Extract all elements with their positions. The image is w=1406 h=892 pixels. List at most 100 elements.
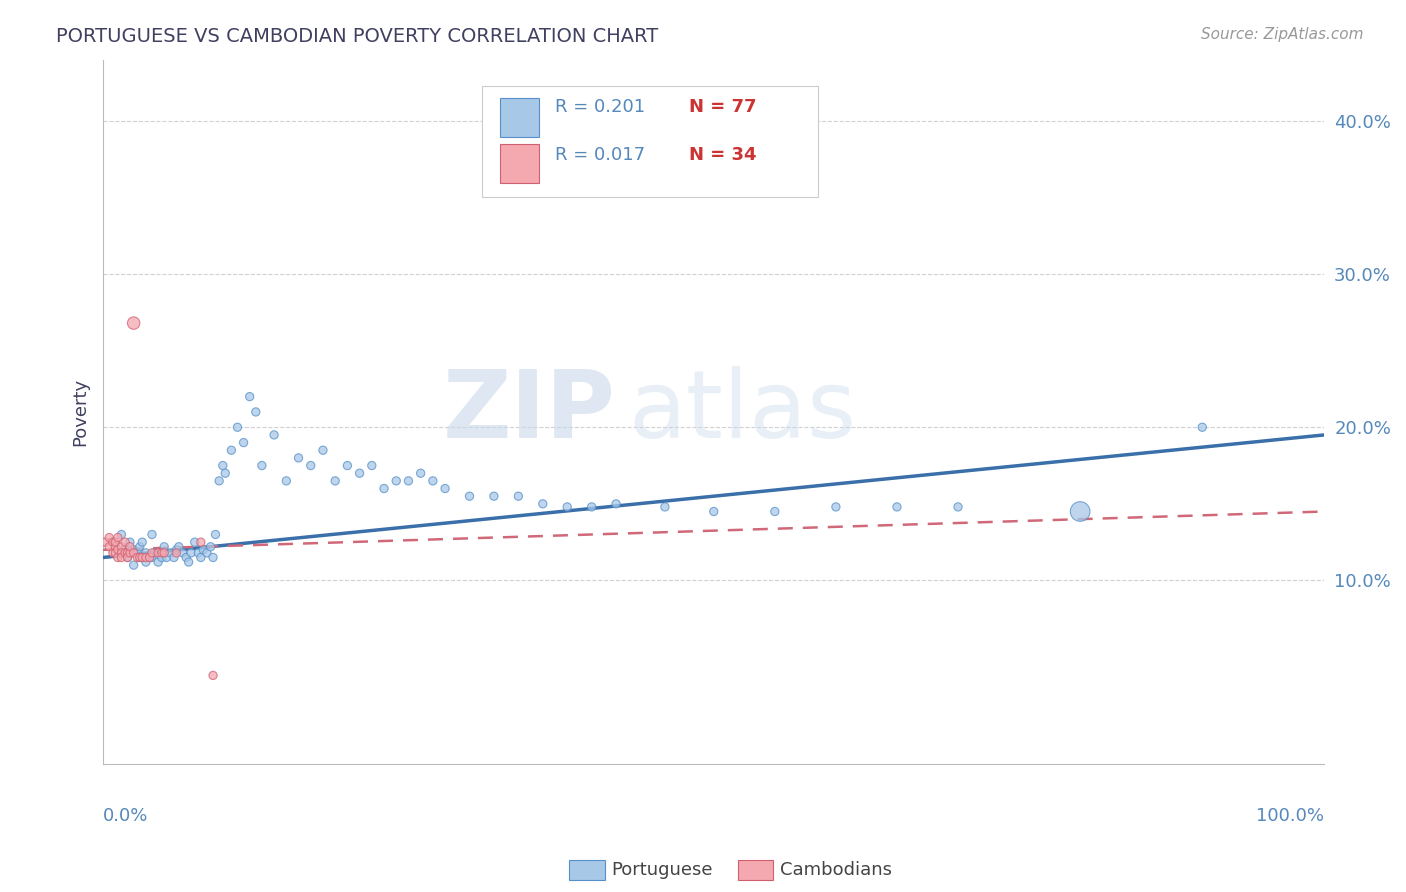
Point xyxy=(110,546,132,560)
Point xyxy=(187,546,209,560)
Point xyxy=(141,546,163,560)
Point xyxy=(360,458,382,473)
Point xyxy=(167,540,190,554)
Point xyxy=(128,550,150,565)
Point xyxy=(118,540,141,554)
Point xyxy=(135,550,157,565)
Point xyxy=(114,546,136,560)
Point xyxy=(946,500,969,514)
Point xyxy=(555,500,578,514)
Text: 0.0%: 0.0% xyxy=(103,806,149,824)
Point xyxy=(323,474,346,488)
Point xyxy=(153,546,176,560)
Point xyxy=(146,555,169,569)
Point xyxy=(146,546,169,560)
Point xyxy=(156,550,179,565)
Point xyxy=(138,550,160,565)
Point xyxy=(117,550,139,565)
Point xyxy=(190,535,212,549)
Point xyxy=(336,458,359,473)
Point xyxy=(117,550,139,565)
Point xyxy=(104,535,127,549)
Point xyxy=(127,546,149,560)
Point xyxy=(398,474,420,488)
Point xyxy=(159,546,181,560)
Point xyxy=(581,500,603,514)
Point xyxy=(250,458,273,473)
Point xyxy=(98,540,121,554)
Point xyxy=(287,450,309,465)
Point xyxy=(122,542,145,557)
Text: R = 0.017: R = 0.017 xyxy=(555,145,645,164)
Point xyxy=(141,550,163,565)
Point xyxy=(654,500,676,514)
Point xyxy=(128,540,150,554)
Point xyxy=(214,467,236,481)
Point xyxy=(409,467,432,481)
Point xyxy=(208,474,231,488)
Point xyxy=(114,542,136,557)
Text: N = 77: N = 77 xyxy=(689,98,756,116)
Point xyxy=(131,535,153,549)
Point xyxy=(226,420,249,434)
Point xyxy=(1069,504,1091,518)
Point xyxy=(245,405,267,419)
Point xyxy=(107,542,129,557)
Point xyxy=(202,668,225,682)
Point xyxy=(114,535,136,549)
Point xyxy=(141,527,163,541)
Point xyxy=(211,458,233,473)
Point xyxy=(183,535,205,549)
Point xyxy=(605,497,627,511)
Point xyxy=(763,504,786,518)
Text: Cambodians: Cambodians xyxy=(780,861,893,879)
Point xyxy=(101,546,124,560)
Point xyxy=(172,546,194,560)
Point xyxy=(165,542,187,557)
Point xyxy=(886,500,908,514)
Point xyxy=(117,546,139,560)
Point xyxy=(94,535,117,549)
Point xyxy=(190,550,212,565)
Point xyxy=(122,546,145,560)
Point xyxy=(122,316,145,330)
Point xyxy=(193,542,215,557)
Text: Portuguese: Portuguese xyxy=(612,861,713,879)
Point xyxy=(1191,420,1213,434)
Text: N = 34: N = 34 xyxy=(689,145,756,164)
Point xyxy=(110,540,132,554)
Point xyxy=(153,546,176,560)
Point xyxy=(531,497,554,511)
Point xyxy=(204,527,226,541)
Point xyxy=(825,500,848,514)
Point xyxy=(131,550,153,565)
Point xyxy=(135,546,157,560)
Text: ZIP: ZIP xyxy=(443,366,616,458)
Point xyxy=(110,550,132,565)
Text: R = 0.201: R = 0.201 xyxy=(555,98,645,116)
Point xyxy=(299,458,322,473)
Point xyxy=(239,390,262,404)
Point xyxy=(138,550,160,565)
Point xyxy=(127,550,149,565)
Point xyxy=(104,540,127,554)
Point xyxy=(200,540,222,554)
Point xyxy=(458,489,481,503)
Point xyxy=(508,489,530,503)
Point xyxy=(232,435,254,450)
Point xyxy=(174,550,197,565)
Point xyxy=(153,540,176,554)
Point xyxy=(107,550,129,565)
Text: Source: ZipAtlas.com: Source: ZipAtlas.com xyxy=(1201,27,1364,42)
Point xyxy=(349,467,371,481)
Point xyxy=(482,489,505,503)
Point xyxy=(104,535,127,549)
FancyBboxPatch shape xyxy=(501,98,538,137)
Text: PORTUGUESE VS CAMBODIAN POVERTY CORRELATION CHART: PORTUGUESE VS CAMBODIAN POVERTY CORRELAT… xyxy=(56,27,658,45)
Point xyxy=(373,482,395,496)
Point xyxy=(110,527,132,541)
Point xyxy=(128,550,150,565)
Point xyxy=(180,546,202,560)
Point xyxy=(101,535,124,549)
Point xyxy=(165,546,187,560)
